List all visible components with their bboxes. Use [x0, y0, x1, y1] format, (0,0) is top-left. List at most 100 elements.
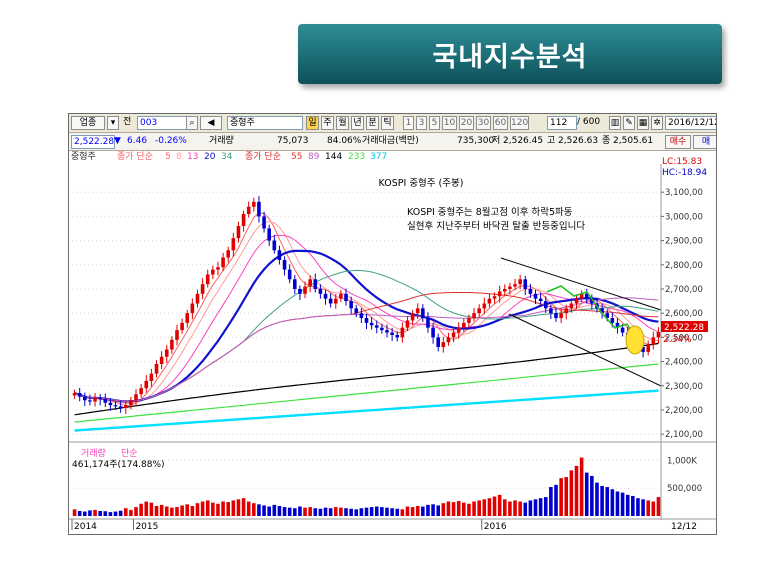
period-year[interactable]: 년 — [351, 116, 364, 130]
change-rate: -0.26% — [155, 136, 187, 146]
candle — [123, 405, 128, 409]
y-tick-label: 3,100,00 — [665, 188, 703, 198]
candle — [262, 216, 266, 229]
volume-bar — [364, 507, 369, 516]
ma8-line — [74, 220, 659, 404]
last-price-label: 2,522.28 — [664, 323, 704, 333]
volume-bar — [646, 500, 650, 516]
low-label: 저 — [492, 136, 501, 146]
volume-bar — [231, 500, 236, 516]
candle — [211, 269, 215, 275]
legend-name: 중형주 — [71, 152, 96, 162]
volume-bar — [436, 505, 440, 516]
volume-value: 75,073 — [277, 136, 309, 146]
minute-5[interactable]: 5 — [429, 116, 440, 130]
period-week[interactable]: 주 — [321, 116, 334, 130]
volume-bar — [380, 507, 384, 516]
candle — [293, 279, 297, 289]
y-tick-label: 2,800,00 — [665, 261, 703, 271]
volume-bar — [298, 506, 302, 516]
candle — [83, 396, 87, 401]
count-input[interactable]: 112 — [547, 116, 577, 130]
minute-30[interactable]: 30 — [476, 116, 491, 130]
volume-bar — [477, 500, 481, 516]
volume-bar — [574, 465, 579, 516]
name-field[interactable]: 중형주 — [227, 116, 303, 130]
grid-icon[interactable]: ▦ — [637, 116, 649, 130]
minute-10[interactable]: 10 — [442, 116, 457, 130]
candle — [236, 226, 241, 239]
candle — [426, 318, 430, 328]
date-field[interactable]: 2016/12/12 — [665, 116, 716, 130]
market-select[interactable]: 업종 — [71, 116, 105, 130]
candle — [257, 201, 261, 217]
minute-120[interactable]: 120 — [510, 116, 529, 130]
hts-window: 업종 ▾ 전 003 ⌕ ◀ 중형주 일 주 월 년 분 틱 1 3 5 10 … — [68, 113, 717, 535]
minute-1[interactable]: 1 — [403, 116, 414, 130]
volume-bar — [395, 508, 400, 516]
volume-bar — [93, 509, 97, 516]
down-arrow-icon: ▼ — [114, 136, 121, 146]
amount-label: 거래대금(백만) — [362, 136, 419, 146]
volume-bar — [472, 501, 476, 516]
candle — [656, 332, 661, 338]
volume-bar — [651, 501, 656, 516]
candle — [93, 397, 97, 402]
speaker-icon[interactable]: ◀ — [200, 116, 222, 130]
price-chart[interactable]: 3,100,00 3,000,00 2,900,00 2,800,00 2,700,00… — [69, 114, 716, 534]
volume-bar — [528, 500, 533, 516]
chart-icon[interactable]: ▥ — [609, 116, 621, 130]
grid — [69, 191, 716, 520]
volume-bar — [451, 502, 456, 516]
volume-bar — [492, 496, 497, 516]
buy-button[interactable]: 매수 — [665, 135, 691, 149]
ma233-line — [74, 363, 659, 423]
last-price-badge — [661, 321, 708, 332]
slide-title-banner: 국내지수분석 — [298, 24, 722, 84]
volume-bar — [620, 492, 625, 516]
minute-3[interactable]: 3 — [416, 116, 427, 130]
volume-bar — [513, 500, 517, 516]
candle — [103, 399, 108, 403]
candle — [436, 337, 440, 348]
period-day[interactable]: 일 — [306, 116, 319, 130]
candle — [528, 288, 533, 294]
y-axis: 3,100,00 3,000,00 2,900,00 2,800,00 2,700,00… — [660, 164, 703, 520]
candle — [410, 313, 415, 321]
candle — [451, 332, 456, 338]
ma5-line — [74, 212, 659, 407]
volume-bar — [108, 512, 113, 516]
candle — [467, 318, 471, 323]
change-value: 6.46 — [127, 136, 148, 146]
candle — [216, 267, 220, 270]
volume-bar — [83, 511, 87, 516]
volume-bar — [257, 504, 261, 516]
gear-icon[interactable]: ✲ — [651, 116, 663, 130]
candle — [569, 303, 574, 309]
minute-20[interactable]: 20 — [459, 116, 474, 130]
candle — [328, 298, 333, 304]
candle — [472, 313, 476, 319]
candle — [77, 393, 82, 397]
dropdown-icon[interactable]: ▾ — [107, 116, 119, 130]
sell-button[interactable]: 매 — [693, 135, 716, 149]
period-tick[interactable]: 틱 — [381, 116, 394, 130]
candle — [205, 274, 210, 285]
volume-bar — [272, 504, 277, 516]
period-month[interactable]: 월 — [336, 116, 349, 130]
volume-bar — [282, 507, 287, 516]
volume-bars — [72, 457, 661, 516]
chart-title: KOSPI 중형주 (주봉) — [379, 178, 464, 189]
candle — [308, 279, 312, 287]
candle — [88, 400, 92, 402]
candle — [538, 298, 543, 302]
candle — [395, 334, 400, 338]
period-minute[interactable]: 분 — [366, 116, 379, 130]
candle — [226, 250, 231, 258]
minute-60[interactable]: 60 — [493, 116, 508, 130]
tool-icon[interactable]: ✎ — [623, 116, 635, 130]
prev-label: 전 — [123, 117, 132, 127]
candle — [390, 332, 394, 335]
volume-ratio: 84.06% — [327, 136, 362, 146]
search-icon[interactable]: ⌕ — [186, 116, 198, 130]
